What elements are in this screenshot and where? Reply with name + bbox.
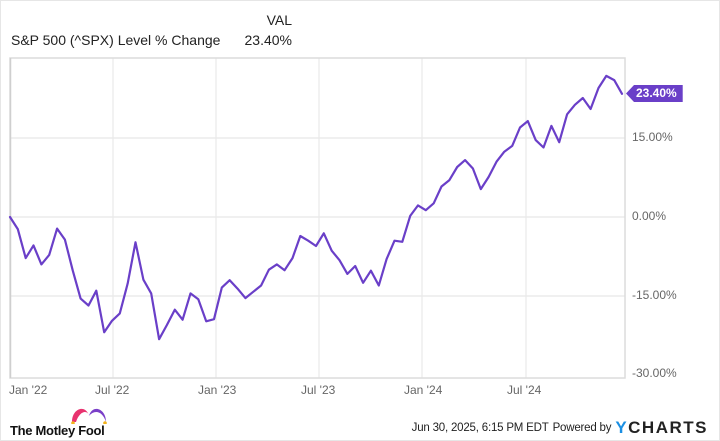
ycharts-logo[interactable]: YCHARTS [615, 418, 708, 438]
ycharts-y: Y [615, 418, 629, 437]
y-tick-15: 15.00% [632, 130, 673, 144]
plot-border [9, 57, 626, 379]
x-tick-jan23: Jan '23 [198, 383, 237, 397]
ycharts-rest: CHARTS [628, 418, 708, 437]
legend-series-name: S&P 500 (^SPX) Level % Change [11, 32, 221, 48]
legend-column-header: VAL [266, 12, 292, 28]
powered-by-label: Powered by [552, 422, 612, 434]
x-tick-jul22: Jul '22 [95, 383, 130, 397]
footer-attribution: Jun 30, 2025, 6:15 PM EDT Powered by YCH… [412, 418, 708, 438]
current-value-tag: 23.40% [626, 85, 683, 102]
jester-hat-icon [71, 408, 107, 424]
y-tick-minus30: -30.00% [632, 366, 677, 380]
x-tick-jul24: Jul '24 [507, 383, 542, 397]
grid [10, 58, 625, 378]
x-tick-jan22: Jan '22 [9, 383, 48, 397]
timestamp: Jun 30, 2025, 6:15 PM EDT [411, 422, 549, 434]
series-line-spx [8, 74, 624, 341]
brand-name: The Motley Fool [10, 423, 105, 438]
y-tick-minus15: -15.00% [632, 288, 677, 302]
y-tick-0: 0.00% [632, 209, 667, 223]
legend-series-value: 23.40% [244, 32, 292, 48]
x-tick-jan24: Jan '24 [404, 383, 443, 397]
x-tick-jul23: Jul '23 [301, 383, 336, 397]
